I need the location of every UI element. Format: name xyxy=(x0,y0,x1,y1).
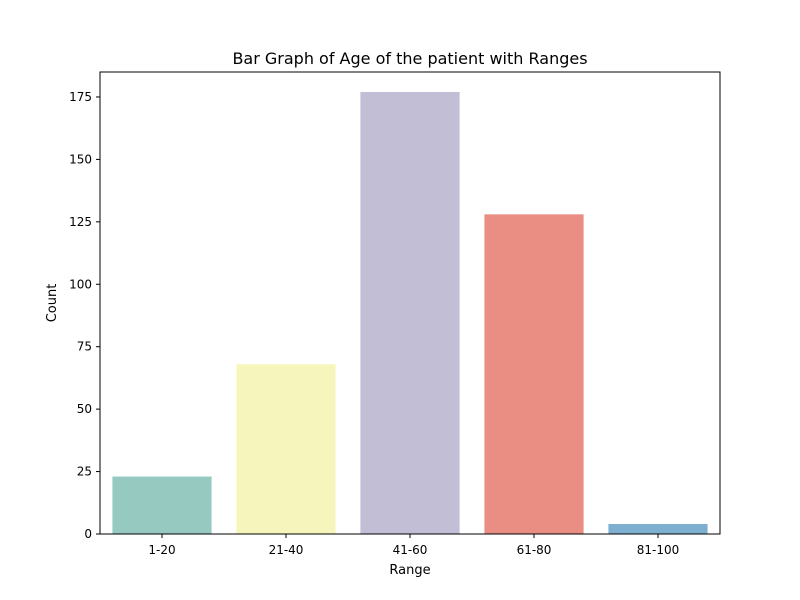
y-tick-label: 100 xyxy=(69,277,92,291)
x-axis-ticks: 1-20 21-40 41-60 61-80 81-100 xyxy=(148,534,679,557)
y-tick-label: 150 xyxy=(69,152,92,166)
chart-title: Bar Graph of Age of the patient with Ran… xyxy=(232,49,587,68)
x-tick-label: 81-100 xyxy=(637,543,680,557)
y-axis-label: Count xyxy=(45,284,60,323)
bars-group xyxy=(112,91,708,534)
y-tick-label: 125 xyxy=(69,215,92,229)
y-tick-label: 0 xyxy=(84,527,92,541)
y-tick-label: 75 xyxy=(77,340,92,354)
x-tick-label: 41-60 xyxy=(393,543,428,557)
bar-41-60 xyxy=(360,91,460,534)
bar-21-40 xyxy=(236,364,336,534)
bar-61-80 xyxy=(484,214,584,534)
x-tick-label: 1-20 xyxy=(148,543,175,557)
y-tick-label: 175 xyxy=(69,90,92,104)
y-tick-label: 50 xyxy=(77,402,92,416)
x-tick-label: 21-40 xyxy=(269,543,304,557)
bar-1-20 xyxy=(112,476,212,534)
x-tick-label: 61-80 xyxy=(517,543,552,557)
y-axis-ticks: 0 25 50 75 100 125 150 175 xyxy=(69,90,100,541)
x-axis-label: Range xyxy=(389,563,430,578)
y-tick-label: 25 xyxy=(77,465,92,479)
bar-81-100 xyxy=(608,524,708,534)
